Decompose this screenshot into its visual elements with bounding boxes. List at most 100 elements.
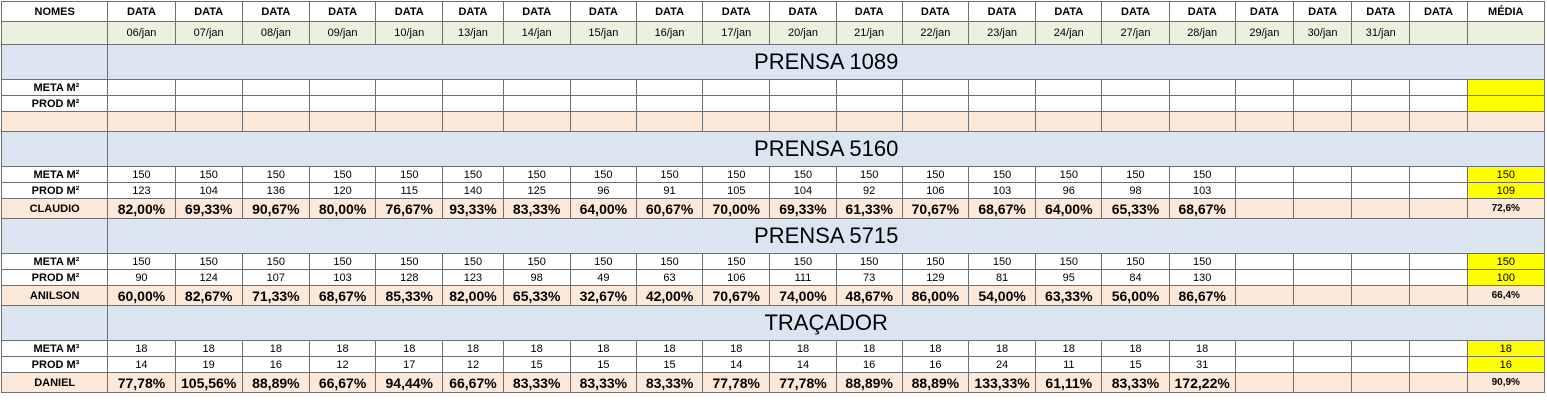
prod-cell <box>835 95 903 112</box>
meta-cell <box>1234 340 1294 357</box>
prod-cell <box>174 95 243 112</box>
percentage-cell: 32,67% <box>569 285 637 306</box>
prod-label: PROD M³ <box>0 356 109 373</box>
percentage-cell: 83,33% <box>1101 372 1170 393</box>
meta-cell: 150 <box>635 166 704 183</box>
meta-cell: 150 <box>901 166 969 183</box>
prod-cell <box>1292 269 1353 286</box>
meta-cell <box>1292 340 1353 357</box>
percentage-cell <box>375 111 444 132</box>
meta-label: META M² <box>0 79 109 96</box>
date-cell: 30/jan <box>1292 21 1353 45</box>
date-cell: 06/jan <box>107 21 176 45</box>
percentage-average <box>1466 111 1546 132</box>
percentage-cell: 69,33% <box>174 198 243 219</box>
prod-cell: 124 <box>174 269 243 286</box>
percentage-row: CLAUDIO 82,00% 69,33% 90,67% 80,00% 76,67% 93,… <box>0 198 1546 219</box>
data-header: DATA <box>1351 1 1411 22</box>
data-header: DATA <box>174 1 243 22</box>
meta-cell: 150 <box>769 253 837 270</box>
data-header: DATA <box>835 1 903 22</box>
section-left-cell <box>0 131 109 167</box>
percentage-cell <box>901 111 969 132</box>
meta-cell <box>107 79 176 96</box>
meta-cell <box>1292 79 1353 96</box>
meta-cell <box>1101 79 1170 96</box>
meta-label: META M² <box>0 253 109 270</box>
meta-cell: 150 <box>502 253 571 270</box>
meta-cell <box>835 79 903 96</box>
meta-cell: 150 <box>569 166 637 183</box>
date-cell: 10/jan <box>375 21 444 45</box>
percentage-cell <box>1035 111 1103 132</box>
prod-cell <box>1351 356 1411 373</box>
percentage-cell <box>835 111 903 132</box>
percentage-cell: 88,89% <box>241 372 310 393</box>
meta-cell <box>1292 253 1353 270</box>
meta-cell: 18 <box>569 340 637 357</box>
prod-cell: 84 <box>1101 269 1170 286</box>
percentage-cell: 133,33% <box>967 372 1037 393</box>
prod-cell <box>107 95 176 112</box>
meta-cell: 150 <box>702 166 771 183</box>
percentage-cell <box>769 111 837 132</box>
data-header: DATA <box>901 1 969 22</box>
meta-cell: 150 <box>1168 166 1236 183</box>
names-blank-cell <box>0 21 109 45</box>
section-left-cell <box>0 218 109 254</box>
prod-cell: 95 <box>1035 269 1103 286</box>
percentage-row: ANILSON 60,00% 82,67% 71,33% 68,67% 85,33% 82,… <box>0 285 1546 306</box>
date-cell: 13/jan <box>442 21 504 45</box>
meta-cell: 18 <box>967 340 1037 357</box>
percentage-cell: 54,00% <box>967 285 1037 306</box>
prod-cell: 136 <box>241 182 310 199</box>
prod-cell: 98 <box>1101 182 1170 199</box>
meta-row: META M² 150 150 150 150 150 150 150 150 150 150 150… <box>0 166 1546 183</box>
percentage-cell: 61,11% <box>1035 372 1103 393</box>
prod-cell <box>769 95 837 112</box>
meta-cell: 150 <box>107 166 176 183</box>
percentage-cell <box>1234 111 1294 132</box>
meta-cell <box>1351 79 1411 96</box>
meta-cell <box>635 79 704 96</box>
prod-label: PROD M² <box>0 182 109 199</box>
prod-cell <box>967 95 1037 112</box>
percentage-average: 66,4% <box>1466 285 1546 306</box>
prod-cell <box>1292 182 1353 199</box>
percentage-cell: 88,89% <box>835 372 903 393</box>
meta-cell: 150 <box>1101 253 1170 270</box>
prod-cell: 106 <box>702 269 771 286</box>
prod-cell: 12 <box>442 356 504 373</box>
prod-cell: 123 <box>107 182 176 199</box>
percentage-cell <box>1168 111 1236 132</box>
meta-row: META M³ 18 18 18 18 18 18 18 18 18 18 18 18 18 18 18 18 1… <box>0 340 1546 357</box>
percentage-cell <box>967 111 1037 132</box>
date-cell: 22/jan <box>901 21 969 45</box>
section-header-row: PRENSA 1089 <box>0 44 1545 80</box>
percentage-cell: 70,67% <box>901 198 969 219</box>
meta-cell: 18 <box>502 340 571 357</box>
prod-cell: 103 <box>308 269 377 286</box>
percentage-cell: 90,67% <box>241 198 310 219</box>
meta-cell: 18 <box>442 340 504 357</box>
prod-cell: 16 <box>241 356 310 373</box>
percentage-cell: 94,44% <box>375 372 444 393</box>
date-cell: 31/jan <box>1351 21 1411 45</box>
operator-name: DANIEL <box>0 372 109 393</box>
meta-cell: 150 <box>442 253 504 270</box>
percentage-cell: 85,33% <box>375 285 444 306</box>
data-header: DATA <box>1168 1 1236 22</box>
percentage-cell: 83,33% <box>502 372 571 393</box>
percentage-cell: 68,67% <box>308 285 377 306</box>
percentage-cell: 77,78% <box>107 372 176 393</box>
data-header: DATA <box>1101 1 1170 22</box>
percentage-cell: 69,33% <box>769 198 837 219</box>
date-cell: 17/jan <box>702 21 771 45</box>
section-title: PRENSA 1089 <box>107 44 1545 80</box>
prod-cell: 11 <box>1035 356 1103 373</box>
date-cell: 09/jan <box>308 21 377 45</box>
meta-cell <box>1351 253 1411 270</box>
prod-cell: 104 <box>174 182 243 199</box>
meta-cell: 150 <box>901 253 969 270</box>
percentage-cell <box>1409 285 1468 306</box>
